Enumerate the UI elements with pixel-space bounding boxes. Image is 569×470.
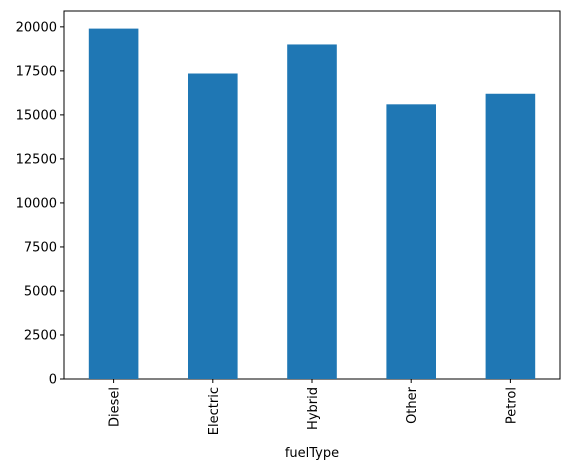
x-axis-label: fuelType [285,446,339,461]
y-tick-label: 10000 [16,196,57,211]
y-tick-label: 2500 [24,328,57,343]
bar-petrol [485,93,536,379]
y-tick-label: 7500 [24,240,57,255]
x-tick-label: Diesel [108,387,123,427]
bars-group [88,28,536,380]
bar-diesel [88,28,139,379]
y-tick-label: 0 [49,373,57,388]
y-tick-label: 20000 [16,20,57,35]
x-axis: Diesel Electric Hybrid Other Petrol [108,379,519,435]
bar-electric [188,73,238,380]
bar-other [386,104,436,380]
x-tick-label: Other [405,386,420,424]
y-tick-label: 5000 [24,284,57,299]
y-tick-label: 15000 [16,108,57,123]
y-tick-label: 17500 [16,64,57,79]
x-tick-label: Petrol [504,387,519,424]
y-tick-label: 12500 [16,152,57,167]
x-tick-label: Hybrid [306,387,321,430]
y-axis: 0 2500 5000 7500 10000 12500 15000 17500 20000 [16,20,64,388]
bar-hybrid [287,44,337,380]
x-tick-label: Electric [207,387,222,435]
